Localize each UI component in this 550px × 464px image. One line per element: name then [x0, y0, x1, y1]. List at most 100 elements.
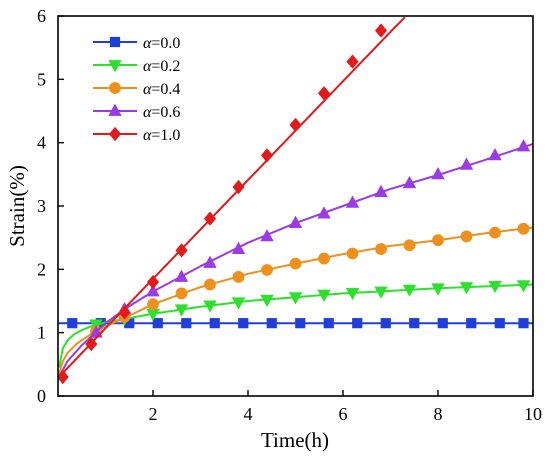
- data-point: [288, 215, 303, 229]
- data-point: [260, 148, 274, 163]
- legend-label: α=1.0: [143, 127, 180, 144]
- data-point: [58, 369, 69, 385]
- data-point: [517, 222, 530, 235]
- y-tick-label: 4: [37, 133, 46, 153]
- y-tick-label: 3: [37, 196, 46, 216]
- data-point: [403, 239, 416, 252]
- data-point: [431, 166, 445, 180]
- data-point: [459, 157, 474, 170]
- data-point: [238, 318, 249, 329]
- x-tick-label: 2: [149, 404, 158, 424]
- data-point: [432, 234, 444, 247]
- data-point: [231, 297, 246, 310]
- data-point: [488, 147, 502, 161]
- y-tick-label: 6: [37, 6, 46, 26]
- data-point: [181, 318, 192, 329]
- data-point: [203, 300, 217, 313]
- y-tick-label: 1: [37, 323, 46, 343]
- data-point: [260, 294, 274, 308]
- data-point: [288, 292, 303, 305]
- data-point: [374, 23, 388, 38]
- data-point: [203, 211, 217, 226]
- y-axis-title: Strain(%): [5, 165, 29, 247]
- data-point: [175, 243, 188, 258]
- series-2: [58, 222, 533, 375]
- y-tick-label: 2: [37, 259, 46, 279]
- data-point: [409, 318, 420, 329]
- data-point: [174, 304, 189, 317]
- data-point: [85, 336, 98, 352]
- data-point: [317, 206, 331, 219]
- legend-label: α=0.2: [143, 58, 180, 75]
- data-point: [516, 280, 531, 293]
- data-point: [261, 264, 273, 276]
- x-tick-label: 10: [524, 404, 542, 424]
- data-point: [460, 230, 473, 243]
- legend-marker: [109, 36, 121, 48]
- data-point: [459, 282, 474, 295]
- data-point: [260, 229, 274, 242]
- data-point: [402, 175, 417, 189]
- data-point: [146, 284, 160, 297]
- data-point: [289, 257, 302, 270]
- data-point: [374, 286, 388, 299]
- data-point: [466, 318, 477, 329]
- data-point: [317, 289, 331, 303]
- data-point: [489, 226, 501, 239]
- data-point: [232, 179, 245, 195]
- data-point: [118, 305, 131, 320]
- series-layer: [58, 16, 533, 385]
- series-3: [58, 139, 533, 378]
- x-tick-label: 6: [339, 404, 348, 424]
- y-tick-label: 0: [37, 386, 46, 406]
- data-point: [67, 318, 78, 329]
- data-point: [431, 283, 445, 296]
- data-point: [375, 243, 387, 255]
- data-point: [289, 117, 302, 133]
- legend-item: α=1.0: [93, 126, 180, 144]
- data-point: [516, 139, 531, 152]
- data-point: [323, 318, 334, 329]
- data-point: [232, 271, 245, 283]
- data-point: [174, 269, 189, 282]
- legend-item: α=0.4: [93, 81, 180, 98]
- data-point: [345, 287, 360, 301]
- legend-marker: [108, 60, 122, 73]
- axes-layer: 2 4 6 8 10 0 1 2 3 4 5 6: [37, 6, 542, 424]
- data-point: [437, 318, 448, 329]
- legend-label: α=0.6: [143, 104, 180, 121]
- series-line: [58, 142, 533, 378]
- data-point: [295, 318, 306, 329]
- legend-item: α=0.6: [93, 103, 180, 121]
- data-point: [494, 318, 505, 329]
- x-axis-title: Time(h): [261, 428, 329, 452]
- data-point: [209, 318, 220, 329]
- data-point: [147, 298, 159, 311]
- data-point: [204, 278, 216, 291]
- data-point: [317, 86, 331, 101]
- data-point: [266, 318, 277, 329]
- legend-marker: [108, 126, 122, 142]
- data-point: [374, 184, 388, 197]
- data-point: [346, 54, 359, 69]
- legend-label: α=0.0: [143, 35, 180, 52]
- x-tick-label: 4: [244, 404, 253, 424]
- legend-label: α=0.4: [143, 81, 180, 98]
- data-point: [318, 252, 330, 265]
- series-0: [58, 318, 533, 329]
- data-point: [231, 241, 246, 254]
- plot-frame: [57, 15, 534, 397]
- legend-item: α=0.2: [93, 58, 180, 75]
- data-point: [402, 284, 417, 297]
- data-point: [203, 255, 217, 268]
- data-point: [345, 195, 360, 208]
- y-tick-label: 5: [37, 69, 46, 89]
- data-point: [175, 287, 188, 300]
- x-tick-label: 8: [434, 404, 443, 424]
- data-point: [352, 318, 363, 329]
- data-point: [146, 274, 160, 290]
- data-point: [380, 318, 391, 329]
- data-point: [346, 247, 359, 260]
- data-point: [152, 318, 163, 329]
